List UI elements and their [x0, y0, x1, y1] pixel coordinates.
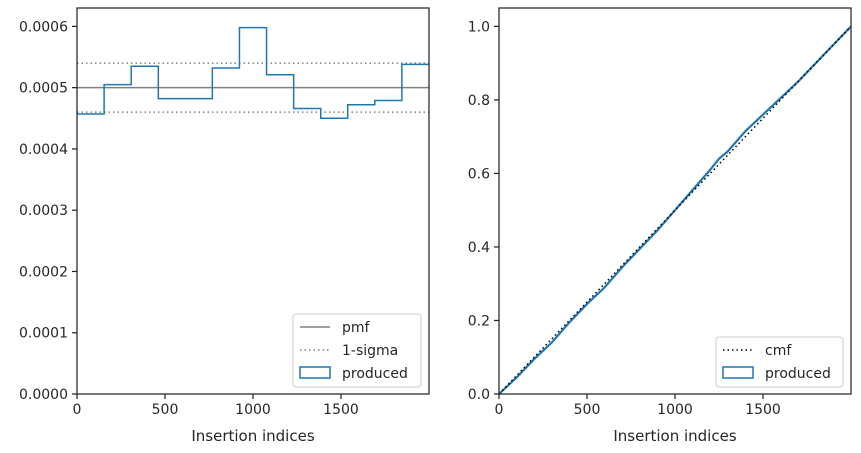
legend-pmf-label: pmf: [342, 320, 371, 336]
left-y-tick-label: 0.0006: [19, 19, 68, 35]
right-y-tick-label: 0.2: [468, 313, 490, 329]
left-x-tick-label: 1000: [235, 402, 271, 418]
left-y-tick-label: 0.0004: [19, 142, 68, 158]
right-x-tick-label: 0: [495, 402, 504, 418]
left-y-tick-label: 0.0003: [19, 203, 68, 219]
legend-produced-label-right: produced: [765, 366, 831, 382]
right-y-tick-label: 0.0: [468, 387, 490, 403]
right-y-tick-label: 0.8: [468, 93, 490, 109]
left-x-tick-label: 0: [73, 402, 82, 418]
left-y-tick-label: 0.0001: [19, 326, 68, 342]
right-y-tick-label: 0.6: [468, 166, 490, 182]
cmf-line: [498, 25, 852, 395]
legend-produced-swatch-right: [722, 366, 754, 379]
right-y-tick-label: 0.4: [468, 240, 490, 256]
legend-cmf-label: cmf: [765, 343, 792, 359]
pmf-panel: 0 500 1000 1500 0.0000 0.0001 0.0002 0.0003 0.00…: [19, 7, 430, 445]
legend-1sigma-label: 1-sigma: [342, 343, 398, 359]
left-x-tick-label: 1500: [323, 402, 359, 418]
right-x-tick-label: 1500: [745, 402, 781, 418]
right-x-tick-label: 500: [574, 402, 601, 418]
left-legend: pmf 1-sigma produced: [292, 313, 422, 388]
produced-cdf-line: [498, 25, 852, 395]
left-x-axis-label: Insertion indices: [191, 427, 314, 445]
cmf-panel: 0 500 1000 1500 0.0 0.2 0.4 0.6 0.8 1.0 Insertion…: [468, 7, 852, 445]
left-y-tick-label: 0.0005: [19, 81, 68, 97]
legend-produced-swatch: [299, 366, 331, 379]
left-y-tick-label: 0.0000: [19, 387, 68, 403]
produced-histogram-step: [77, 26, 429, 120]
right-x-axis-label: Insertion indices: [613, 427, 736, 445]
left-y-tick-label: 0.0002: [19, 264, 68, 280]
right-y-tick-label: 1.0: [468, 19, 490, 35]
right-x-tick-label: 1000: [657, 402, 693, 418]
legend-produced-label: produced: [342, 366, 408, 382]
left-x-tick-label: 500: [152, 402, 179, 418]
right-legend: cmf produced: [715, 336, 844, 388]
